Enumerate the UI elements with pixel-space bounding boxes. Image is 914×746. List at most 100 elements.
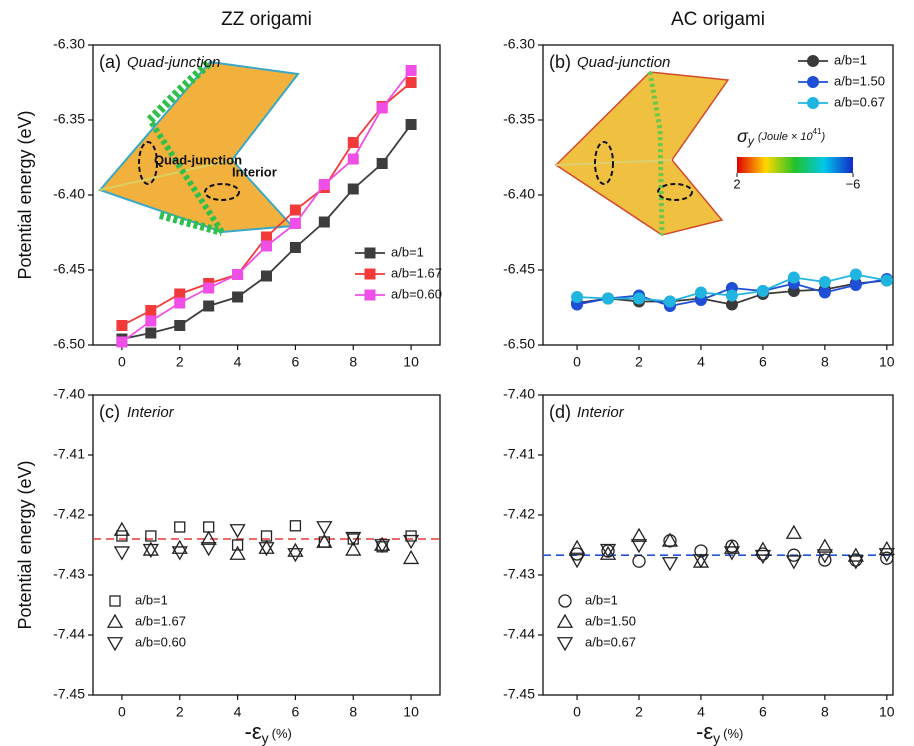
point — [878, 548, 895, 563]
point — [787, 271, 800, 284]
point — [229, 545, 246, 560]
y-tick-label: -7.41 — [53, 446, 85, 462]
point — [694, 544, 708, 558]
legend-marker — [106, 637, 124, 652]
y-axis-label: Potential energy (eV) — [15, 460, 35, 629]
colorbar-label: σy (Joule × 1041) — [737, 126, 826, 148]
panel-label: (a) — [99, 52, 121, 72]
y-tick-label: -6.35 — [53, 111, 85, 127]
colorbar-close: ) — [820, 131, 826, 143]
panel-subtitle: Quad-junction — [577, 54, 670, 71]
point — [847, 547, 864, 562]
point — [816, 549, 833, 564]
point — [145, 305, 157, 316]
x-tick-label: 10 — [879, 354, 895, 370]
x-tick-label: 2 — [176, 354, 184, 370]
x-label-unit: (%) — [272, 726, 292, 741]
point — [287, 542, 304, 557]
point — [113, 546, 131, 561]
point — [318, 179, 330, 190]
point — [630, 539, 648, 554]
x-axis-label: -εy (%) — [245, 719, 292, 746]
y-tick-label: -7.45 — [53, 686, 85, 702]
point — [374, 536, 391, 551]
point — [818, 553, 832, 567]
x-tick-label: 0 — [573, 354, 581, 370]
point — [568, 554, 586, 569]
x-axis-label: -εy (%) — [696, 719, 743, 746]
point — [785, 555, 803, 570]
x-label-sub: y — [262, 730, 269, 746]
point — [231, 539, 244, 551]
plot-frame — [542, 394, 894, 696]
x-tick-label: 10 — [879, 704, 895, 720]
y-tick-label: -6.40 — [503, 186, 535, 202]
colorbar-symbol-sub: y — [747, 134, 755, 148]
legend-marker — [558, 594, 572, 608]
legend-marker — [106, 613, 124, 628]
x-tick-label: 2 — [176, 704, 184, 720]
panel-label: (c) — [99, 402, 120, 422]
x-label-main: -ε — [245, 719, 262, 744]
x-tick-label: 0 — [118, 704, 126, 720]
y-axis-label: Potential energy (eV) — [15, 110, 35, 279]
point — [880, 551, 894, 565]
panel-title: AC origami — [671, 9, 765, 30]
point — [347, 153, 359, 165]
y-tick-label: -7.41 — [503, 446, 535, 462]
panel-label: (b) — [549, 52, 571, 72]
point — [402, 549, 420, 565]
point — [318, 216, 330, 228]
x-label-main: -ε — [696, 719, 713, 744]
y-tick-label: -7.40 — [53, 386, 85, 402]
point — [174, 320, 186, 331]
x-tick-label: 8 — [821, 354, 829, 370]
point — [258, 539, 275, 554]
y-tick-label: -6.45 — [503, 261, 535, 277]
colorbar-exp: 41 — [813, 127, 822, 136]
point — [200, 542, 217, 557]
point — [602, 292, 615, 305]
colorbar-tick-label: −6 — [846, 176, 861, 191]
y-tick-label: -7.42 — [53, 506, 85, 522]
y-tick-label: -7.40 — [503, 386, 535, 402]
inset-a — [98, 58, 300, 236]
point — [849, 279, 862, 291]
legend-label: a/b=1.50 — [834, 73, 885, 88]
y-tick-label: -6.35 — [503, 111, 535, 127]
legend-marker — [364, 289, 376, 301]
x-label-sub: y — [713, 730, 720, 746]
point — [116, 320, 128, 331]
point — [174, 521, 186, 533]
point — [785, 524, 803, 539]
y-tick-label: -6.50 — [503, 336, 535, 352]
colorbar — [737, 157, 853, 173]
point — [232, 269, 244, 280]
legend-marker — [556, 613, 574, 628]
point — [818, 286, 831, 299]
point — [630, 527, 648, 542]
point — [661, 557, 679, 572]
point — [405, 119, 417, 130]
point — [405, 77, 417, 88]
panel-subtitle: Interior — [127, 404, 175, 421]
x-tick-label: 8 — [821, 704, 829, 720]
point — [849, 268, 862, 281]
point — [289, 242, 301, 253]
y-tick-label: -6.45 — [53, 261, 85, 277]
point — [402, 534, 420, 550]
y-tick-label: -6.40 — [53, 186, 85, 202]
x-tick-label: 6 — [759, 354, 767, 370]
point — [145, 530, 157, 542]
point — [345, 531, 362, 547]
y-tick-label: -7.43 — [503, 566, 535, 582]
point — [174, 297, 186, 309]
point — [723, 546, 741, 561]
x-tick-label: 8 — [349, 704, 357, 720]
x-tick-label: 10 — [403, 704, 419, 720]
y-tick-label: -6.30 — [503, 36, 535, 52]
point — [692, 554, 710, 569]
point — [571, 291, 584, 303]
x-tick-label: 0 — [118, 354, 126, 370]
legend-label: a/b=1 — [585, 592, 618, 607]
